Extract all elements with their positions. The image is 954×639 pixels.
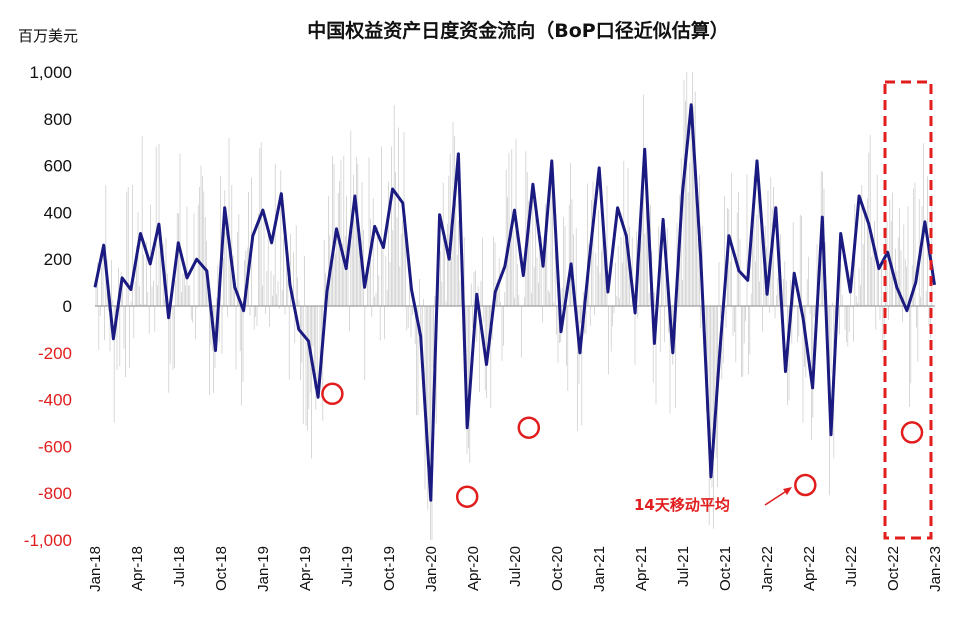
x-tick-label: Jul-21 (675, 546, 692, 587)
x-tick-label: Oct-21 (717, 546, 734, 591)
x-tick-label: Oct-18 (213, 546, 230, 591)
x-tick-label: Apr-19 (297, 546, 314, 591)
unit-label: 百万美元 (18, 27, 78, 45)
y-tick-label: 200 (44, 250, 72, 269)
x-tick-label: Jan-20 (423, 546, 440, 592)
x-tick-label: Apr-21 (633, 546, 650, 591)
x-tick-label: Apr-20 (465, 546, 482, 591)
arrow-head (783, 487, 792, 495)
y-axis: 1,000 800 600 400 200 0 -200 -400 -600 -800 -1,000 (24, 63, 72, 550)
y-tick-label: 800 (44, 110, 72, 129)
x-tick-label: Jul-19 (339, 546, 356, 587)
y-tick-label: 400 (44, 203, 72, 222)
x-tick-label: Jul-18 (171, 546, 188, 587)
y-tick-label: -800 (38, 484, 72, 503)
x-tick-label: Apr-18 (129, 546, 146, 591)
y-tick-label: 600 (44, 157, 72, 176)
annotation-label: 14天移动平均 (634, 496, 730, 514)
x-tick-label: Jul-20 (507, 546, 524, 587)
y-tick-label: 1,000 (29, 63, 72, 82)
x-tick-label: Jan-18 (87, 546, 104, 592)
x-tick-label: Jan-22 (759, 546, 776, 592)
x-tick-label: Oct-20 (549, 546, 566, 591)
x-tick-label: Apr-22 (801, 546, 818, 591)
x-tick-label: Jan-21 (591, 546, 608, 592)
annotation-arrow (764, 489, 789, 506)
x-tick-label: Jul-22 (843, 546, 860, 587)
x-axis: Jan-18 Apr-18 Jul-18 Oct-18 Jan-19 Apr-19 Jul-… (87, 546, 944, 592)
y-tick-label: -400 (38, 391, 72, 410)
trough-circle (455, 485, 479, 508)
highlight-box (883, 80, 933, 540)
x-tick-label: Jan-19 (255, 546, 272, 592)
trough-circle (321, 382, 344, 406)
trough-circle (517, 416, 541, 439)
x-tick-label: Oct-22 (885, 546, 902, 591)
x-tick-label: Jan-23 (927, 546, 944, 592)
moving-average-line (93, 103, 936, 502)
x-tick-label: Oct-19 (381, 546, 398, 591)
trough-markers (321, 382, 924, 508)
chart-title: 中国权益资产日度资金流向（BoP口径近似估算） (307, 19, 728, 42)
y-tick-label: -200 (38, 344, 72, 363)
y-tick-label: 0 (63, 297, 72, 316)
trough-circle (794, 473, 817, 497)
trough-circle (900, 421, 924, 444)
y-tick-label: -600 (38, 437, 72, 456)
y-tick-label: -1,000 (24, 531, 72, 550)
